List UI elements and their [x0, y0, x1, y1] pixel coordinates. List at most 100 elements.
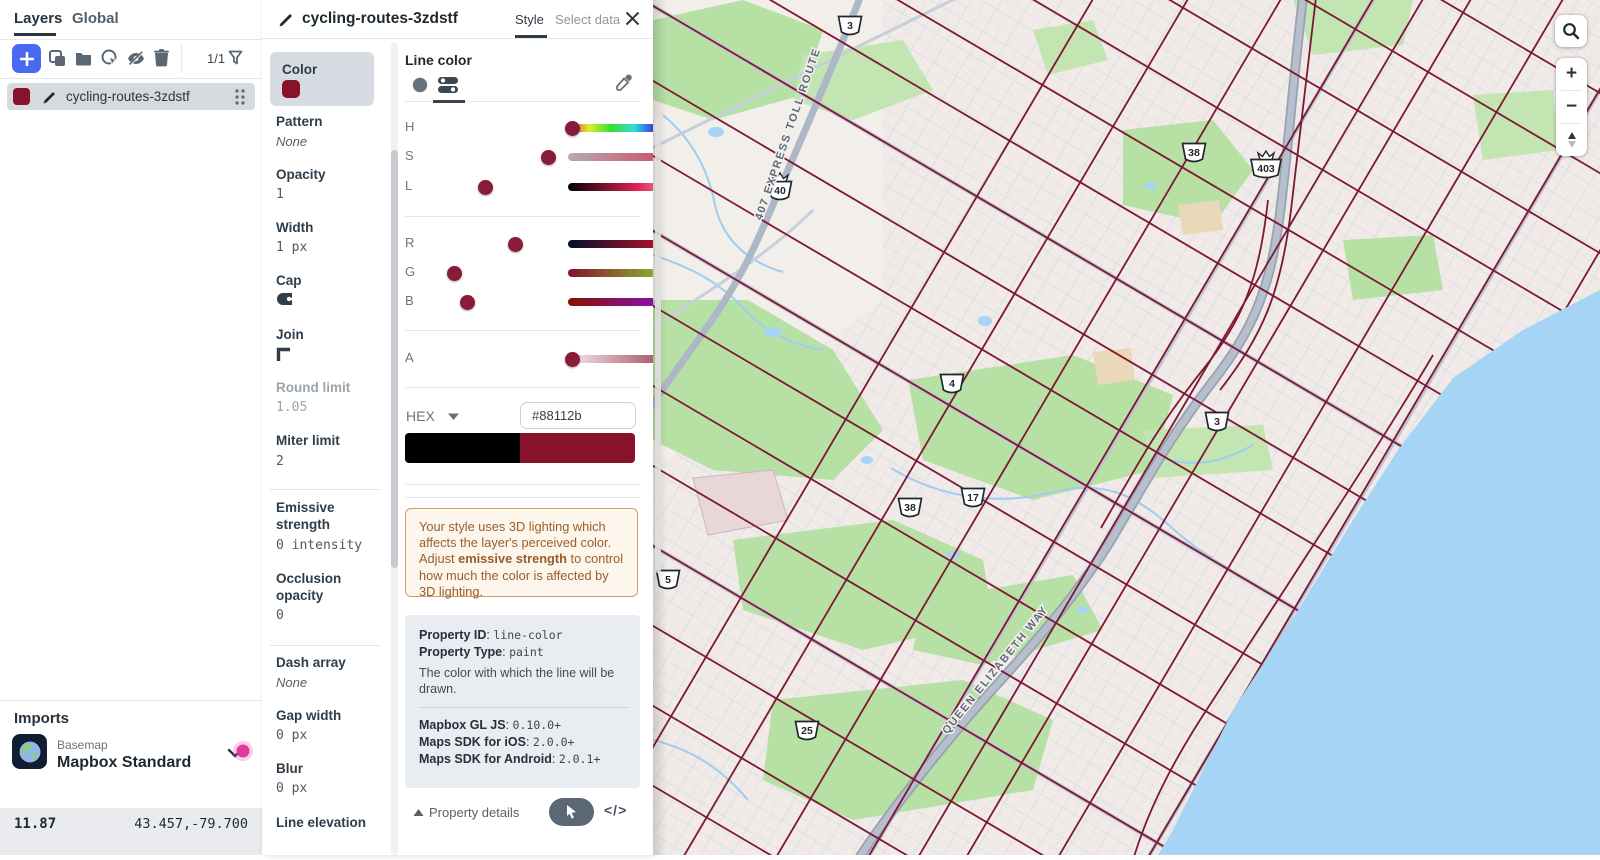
- prop-pattern-value: None: [276, 134, 308, 149]
- duplicate-layer-button[interactable]: [48, 49, 67, 73]
- tab-style[interactable]: Style: [515, 12, 544, 27]
- property-details-toggle[interactable]: Property details: [429, 805, 520, 820]
- svg-text:5: 5: [665, 574, 671, 586]
- basemap-label: Basemap: [57, 738, 108, 752]
- map-canvas[interactable]: 3 40 38 403 3 4 17 38 5 25 407 EXPRESS TOLL ROUTE Q…: [585, 0, 1600, 860]
- basemap-expand-button[interactable]: [224, 738, 254, 773]
- tab-select-data[interactable]: Select data: [555, 12, 621, 27]
- folder-icon: [76, 53, 91, 66]
- slider-row-s: S: [405, 143, 788, 170]
- prop-miter-limit-label[interactable]: Miter limit: [276, 433, 340, 448]
- prop-elevation-label[interactable]: Line elevation: [276, 815, 367, 830]
- cursor-icon: [567, 805, 576, 819]
- color-compare-previous: [405, 433, 520, 463]
- prop-join-label[interactable]: Join: [276, 327, 304, 342]
- hue-slider-thumb[interactable]: [565, 120, 580, 136]
- style-function-mode-button[interactable]: [437, 75, 459, 100]
- globe-icon: [12, 734, 47, 769]
- prop-opacity-label[interactable]: Opacity: [276, 167, 326, 182]
- color-swatch: [282, 80, 300, 98]
- saturation-slider[interactable]: [568, 153, 700, 161]
- blue-slider-thumb[interactable]: [460, 294, 475, 310]
- slider-row-h: H: [405, 114, 788, 141]
- prop-width-label[interactable]: Width: [276, 220, 314, 235]
- single-value-mode-button[interactable]: [412, 77, 428, 98]
- basemap-name: Mapbox Standard: [57, 754, 192, 771]
- highway-shield: 38: [1181, 142, 1207, 163]
- zoom-out-button[interactable]: −: [1565, 96, 1578, 117]
- hex-mode-label[interactable]: HEX: [406, 408, 435, 424]
- blue-slider[interactable]: [568, 298, 700, 306]
- tab-global[interactable]: Global: [72, 10, 119, 27]
- alpha-slider[interactable]: [568, 355, 700, 363]
- filter-funnel-icon: [228, 50, 243, 65]
- eyedropper-button[interactable]: [614, 73, 634, 98]
- red-slider[interactable]: [568, 240, 700, 248]
- cursor-mode-button[interactable]: [549, 798, 594, 826]
- highway-shield: 40: [767, 171, 793, 201]
- layer-name: cycling-routes-3zdstf: [66, 89, 190, 104]
- prop-pattern-label[interactable]: Pattern: [276, 114, 323, 129]
- toggle-visibility-button[interactable]: [126, 49, 146, 73]
- duplicate-icon: [49, 50, 65, 66]
- prop-cap-label[interactable]: Cap: [276, 273, 302, 288]
- eye-off-icon: [128, 51, 144, 66]
- hex-input[interactable]: [520, 402, 636, 429]
- lightness-slider-thumb[interactable]: [478, 179, 493, 195]
- close-editor-button[interactable]: [624, 10, 641, 32]
- lightness-slider[interactable]: [568, 183, 700, 191]
- prop-emissive-label[interactable]: Emissive strength: [276, 500, 335, 532]
- saturation-slider-thumb[interactable]: [541, 149, 556, 165]
- delete-layer-button[interactable]: [153, 48, 170, 72]
- filter-layers-button[interactable]: [228, 50, 243, 71]
- prop-round-limit-value: 1.05: [276, 400, 308, 415]
- prop-blur-label[interactable]: Blur: [276, 761, 303, 776]
- compass-button[interactable]: [1556, 124, 1587, 156]
- plus-icon: [19, 51, 34, 66]
- toggles-icon: [438, 77, 458, 93]
- select-feature-button[interactable]: [100, 48, 120, 73]
- circle-icon: [412, 77, 428, 93]
- map-search-button[interactable]: [1555, 15, 1587, 47]
- tab-layers[interactable]: Layers: [14, 10, 63, 27]
- alpha-slider-thumb[interactable]: [565, 351, 580, 367]
- properties-scrollbar-thumb[interactable]: [391, 150, 398, 568]
- map-statusbar: 11.87 43.457,-79.700: [0, 808, 262, 855]
- red-slider-thumb[interactable]: [508, 236, 523, 252]
- prop-dash-label[interactable]: Dash array: [276, 655, 346, 670]
- active-tab-underline: [14, 33, 56, 36]
- green-slider-thumb[interactable]: [447, 265, 462, 281]
- add-layer-button[interactable]: [12, 44, 41, 73]
- property-type-value: paint: [509, 645, 544, 659]
- highway-shield: 25: [794, 720, 820, 741]
- pencil-icon: [279, 14, 292, 27]
- search-icon: [1563, 23, 1580, 40]
- highway-shield: 38: [897, 497, 923, 518]
- prop-opacity-value: 1: [276, 187, 284, 202]
- group-layers-button[interactable]: [74, 49, 93, 73]
- trash-icon: [154, 49, 169, 67]
- prop-occlusion-label[interactable]: Occlusion opacity: [276, 571, 342, 603]
- layer-row-cycling-routes[interactable]: cycling-routes-3zdstf: [7, 83, 255, 110]
- prop-emissive-value: 0 intensity: [276, 538, 363, 553]
- drag-handle-icon[interactable]: [233, 87, 247, 107]
- prop-width-value: 1 px: [276, 240, 308, 255]
- green-slider[interactable]: [568, 269, 700, 277]
- editor-title: cycling-routes-3zdstf: [302, 10, 458, 27]
- prop-occlusion-value: 0: [276, 608, 284, 623]
- basemap-import-row[interactable]: [12, 734, 47, 769]
- zoom-level: 11.87: [14, 816, 57, 832]
- prop-gap-value: 0 px: [276, 728, 308, 743]
- prop-gap-label[interactable]: Gap width: [276, 708, 342, 723]
- hue-slider[interactable]: [568, 124, 700, 132]
- zoom-in-button[interactable]: +: [1565, 63, 1578, 84]
- code-view-button[interactable]: </>: [604, 802, 628, 818]
- notification-dot: [236, 744, 250, 758]
- prop-color[interactable]: Color: [270, 52, 374, 106]
- svg-text:38: 38: [904, 502, 916, 514]
- chevron-down-icon[interactable]: [447, 412, 460, 421]
- layer-color-swatch[interactable]: [13, 88, 30, 105]
- panel-scrollbar[interactable]: [655, 115, 661, 573]
